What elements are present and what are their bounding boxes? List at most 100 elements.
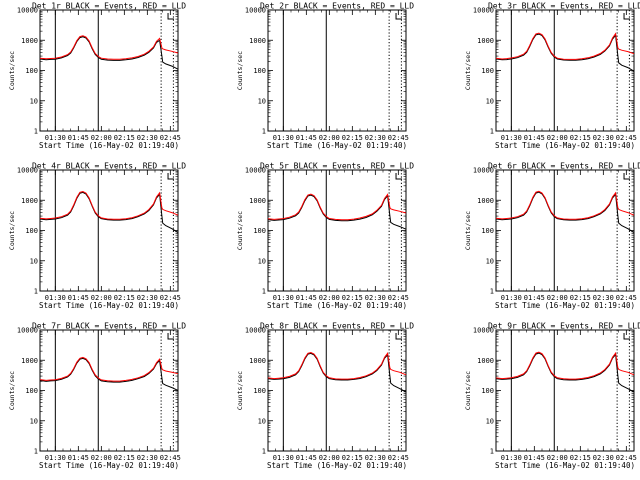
y-tick-label: 10000: [17, 167, 38, 175]
panel-1: Det 1r BLACK = Events, RED = LLD 1 10 100 10…: [8, 2, 186, 151]
x-tick-label: 02:15: [570, 454, 591, 462]
lld-series-line: [495, 190, 635, 220]
y-axis-label: Counts/sec: [464, 51, 472, 90]
y-tick-label: 10000: [245, 7, 266, 15]
legend-glyph: [395, 13, 403, 20]
x-axis-label: Start Time (16-May-02 01:19:40): [39, 141, 179, 150]
x-tick-label: 02:30: [137, 294, 158, 302]
panel-3: Det 3r BLACK = Events, RED = LLD 1 10 100 10…: [464, 2, 640, 151]
y-tick-label: 1: [490, 448, 494, 456]
legend-glyph: [623, 13, 631, 20]
y-tick-label: 100: [481, 227, 494, 235]
y-tick-label: 1000: [21, 197, 38, 205]
lld-series-line: [39, 190, 179, 220]
lld-series-line: [267, 351, 407, 380]
panel-title: Det 4r BLACK = Events, RED = LLD: [32, 162, 186, 171]
y-tick-label: 1000: [477, 37, 494, 45]
y-tick-label: 1: [490, 288, 494, 296]
x-tick-label: 02:45: [388, 134, 409, 142]
y-axis-label: Counts/sec: [236, 211, 244, 250]
y-axis-label: Counts/sec: [236, 371, 244, 410]
plot-frame: [495, 9, 635, 132]
panel-title: Det 7r BLACK = Events, RED = LLD: [32, 322, 186, 331]
x-axis-label: Start Time (16-May-02 01:19:40): [495, 141, 635, 150]
x-tick-label: 02:00: [319, 134, 340, 142]
y-tick-label: 10: [486, 97, 494, 105]
panel-title: Det 3r BLACK = Events, RED = LLD: [488, 2, 640, 11]
x-tick-label: 02:15: [570, 134, 591, 142]
panel-title: Det 1r BLACK = Events, RED = LLD: [32, 2, 186, 11]
x-tick-label: 02:00: [91, 134, 112, 142]
panel-8: Det 8r BLACK = Events, RED = LLD 1 10 100 10…: [236, 322, 414, 471]
x-tick-label: 02:15: [570, 294, 591, 302]
lld-series-line: [39, 35, 179, 60]
y-tick-label: 10000: [245, 327, 266, 335]
lld-series-line: [495, 351, 635, 380]
legend-glyph: [395, 173, 403, 180]
panel-2: Det 2r BLACK = Events, RED = LLD 1 10 100 10…: [236, 2, 414, 151]
x-tick-label: 01:45: [68, 454, 89, 462]
y-tick-label: 100: [25, 387, 38, 395]
y-tick-label: 1000: [477, 197, 494, 205]
plot-frame: [267, 169, 407, 292]
x-axis-label: Start Time (16-May-02 01:19:40): [495, 461, 635, 470]
y-tick-label: 10000: [17, 327, 38, 335]
y-axis-label: Counts/sec: [464, 371, 472, 410]
y-tick-label: 100: [25, 227, 38, 235]
y-tick-label: 1000: [249, 37, 266, 45]
x-tick-label: 02:15: [342, 454, 363, 462]
x-tick-label: 02:45: [388, 294, 409, 302]
x-tick-label: 02:45: [160, 134, 181, 142]
y-tick-label: 1000: [21, 37, 38, 45]
y-tick-label: 1: [262, 448, 266, 456]
y-tick-label: 10: [258, 257, 266, 265]
y-tick-label: 100: [481, 387, 494, 395]
x-tick-label: 01:30: [501, 294, 522, 302]
panel-title: Det 6r BLACK = Events, RED = LLD: [488, 162, 640, 171]
x-tick-label: 02:00: [319, 454, 340, 462]
y-tick-label: 100: [481, 67, 494, 75]
x-tick-label: 02:00: [547, 454, 568, 462]
events-series-line: [39, 36, 179, 70]
x-tick-label: 02:30: [137, 134, 158, 142]
legend-glyph: [167, 13, 175, 20]
x-tick-label: 02:15: [342, 134, 363, 142]
panel-title: Det 2r BLACK = Events, RED = LLD: [260, 2, 414, 11]
x-tick-label: 02:30: [365, 294, 386, 302]
y-tick-label: 100: [253, 227, 266, 235]
events-series-line: [267, 194, 407, 230]
panel-title: Det 8r BLACK = Events, RED = LLD: [260, 322, 414, 331]
y-tick-label: 1: [34, 128, 38, 136]
panel-6: Det 6r BLACK = Events, RED = LLD 1 10 100 10…: [464, 162, 640, 311]
panel-title: Det 9r BLACK = Events, RED = LLD: [488, 322, 640, 331]
plot-frame: [39, 329, 179, 452]
y-tick-label: 10: [258, 97, 266, 105]
y-axis-label: Counts/sec: [464, 211, 472, 250]
x-tick-label: 01:30: [501, 454, 522, 462]
x-tick-label: 02:15: [114, 294, 135, 302]
y-tick-label: 10: [258, 417, 266, 425]
x-tick-label: 01:30: [45, 134, 66, 142]
legend-glyph: [395, 333, 403, 340]
legend-glyph: [623, 333, 631, 340]
x-tick-label: 01:45: [68, 294, 89, 302]
y-tick-label: 10: [486, 257, 494, 265]
x-tick-label: 02:00: [547, 294, 568, 302]
x-axis-label: Start Time (16-May-02 01:19:40): [39, 461, 179, 470]
y-tick-label: 10: [30, 417, 38, 425]
events-series-line: [267, 352, 407, 393]
x-tick-label: 01:45: [524, 294, 545, 302]
x-tick-label: 02:45: [160, 454, 181, 462]
x-tick-label: 02:30: [593, 454, 614, 462]
legend-glyph: [167, 333, 175, 340]
x-tick-label: 01:30: [501, 134, 522, 142]
plot-frame: [495, 169, 635, 292]
y-axis-label: Counts/sec: [8, 211, 16, 250]
lld-series-line: [495, 32, 635, 60]
x-axis-label: Start Time (16-May-02 01:19:40): [495, 301, 635, 310]
y-tick-label: 1000: [249, 357, 266, 365]
x-tick-label: 02:45: [388, 454, 409, 462]
y-tick-label: 1: [262, 288, 266, 296]
y-tick-label: 10: [30, 97, 38, 105]
lld-series-line: [267, 193, 407, 221]
